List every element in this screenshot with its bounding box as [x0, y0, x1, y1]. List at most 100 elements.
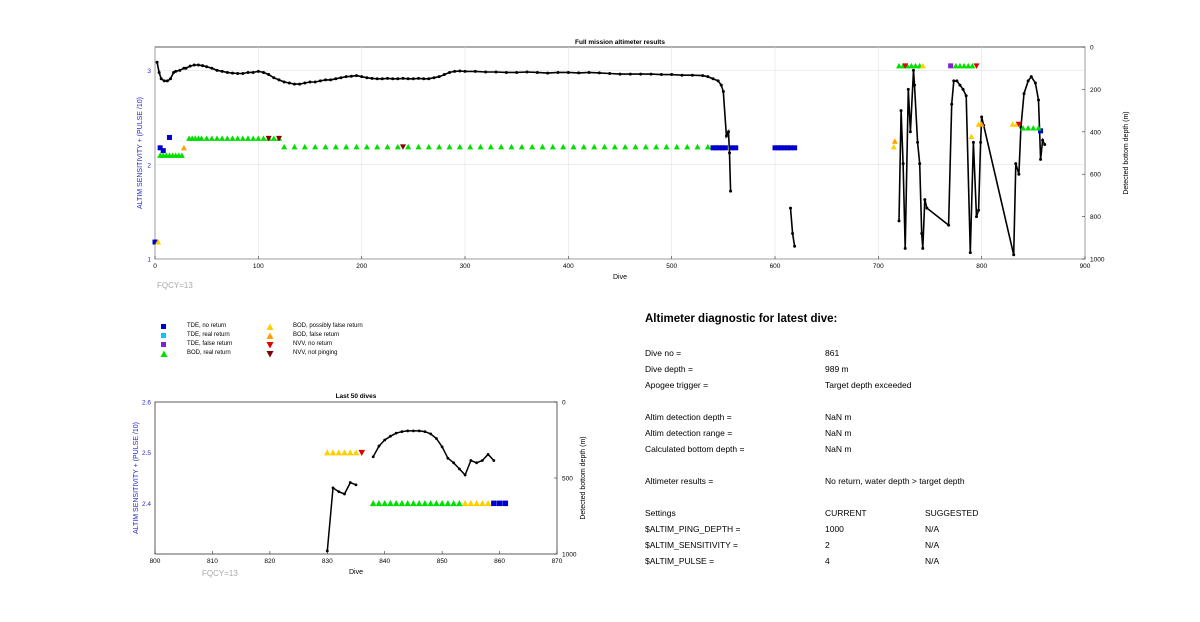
data-point — [919, 62, 926, 69]
data-point — [788, 145, 793, 151]
data-point — [961, 62, 968, 69]
data-point — [968, 133, 975, 140]
depth-point — [412, 429, 415, 433]
x-tick-label: 400 — [563, 263, 574, 270]
detect-depth-row: Altim detection depth = NaN m — [645, 409, 1165, 425]
depth-point — [370, 76, 374, 80]
depth-point — [324, 78, 327, 82]
depth-point — [318, 79, 322, 83]
depth-point — [389, 434, 392, 438]
depth-point — [401, 76, 405, 80]
legend-label: TDE, false return — [187, 341, 233, 347]
depth-point — [417, 429, 421, 433]
depth-point — [690, 73, 694, 77]
data-point — [369, 500, 377, 507]
ping-depth-current: 1000 — [825, 524, 844, 534]
depth-point — [920, 232, 924, 236]
data-point — [381, 500, 389, 507]
depth-point — [182, 66, 186, 70]
depth-point — [618, 72, 622, 76]
depth-point — [406, 429, 410, 433]
y-right-tick-label: 1000 — [562, 552, 577, 559]
data-point — [276, 135, 282, 142]
detect-range-label: Altim detection range = — [645, 428, 733, 438]
data-point — [415, 143, 422, 150]
legend-label: NVV, not pinging — [293, 350, 338, 356]
data-point — [446, 143, 453, 150]
depth-point — [921, 246, 925, 250]
depth-point — [400, 430, 404, 434]
data-point — [461, 500, 469, 507]
depth-point — [262, 70, 265, 74]
data-point — [467, 143, 474, 150]
settings-header-row: Settings CURRENT SUGGESTED — [645, 505, 1165, 521]
depth-point — [597, 71, 601, 75]
data-point — [716, 145, 722, 151]
sensitivity-current: 2 — [825, 540, 830, 550]
depth-point — [303, 81, 307, 85]
data-point — [208, 135, 215, 141]
depth-point — [343, 492, 346, 496]
depth-point — [791, 232, 795, 236]
y-right-tick-label: 400 — [1090, 129, 1101, 136]
data-point — [560, 143, 567, 150]
depth-point — [432, 76, 436, 80]
legend-label: BOD, possibly false return — [293, 323, 363, 329]
y-left-tick-label: 2.5 — [142, 450, 151, 457]
data-point — [255, 135, 262, 141]
data-point — [323, 449, 331, 456]
data-point — [312, 143, 319, 150]
depth-point — [236, 72, 240, 75]
data-point — [444, 500, 452, 507]
depth-point — [979, 140, 983, 144]
depth-point — [184, 66, 188, 70]
data-point — [425, 143, 432, 150]
depth-point — [975, 215, 978, 219]
x-tick-label: 100 — [253, 263, 264, 270]
data-point — [694, 143, 701, 150]
data-point — [260, 135, 267, 141]
pulse-label: $ALTIM_PULSE = — [645, 556, 715, 566]
last-50-dives-chart: 800 810 820 830 840 850 860 870 2.4 2.5 2.6 0 500 100… — [133, 393, 587, 578]
data-point — [358, 449, 366, 456]
sensitivity-label: $ALTIM_SENSITIVITY = — [645, 540, 738, 550]
dive-depth-row: Dive depth = 989 m — [645, 361, 1165, 377]
depth-point — [360, 75, 364, 79]
dive-depth-value: 989 m — [825, 364, 849, 374]
x-tick-label: 200 — [356, 263, 367, 270]
data-point — [1015, 121, 1022, 128]
depth-point — [789, 206, 792, 210]
bottom-y-left-label: ALTIM SENSITIVITY + (PULSE /10) — [133, 422, 140, 534]
pulse-row: $ALTIM_PULSE = 4 N/A — [645, 553, 1165, 569]
data-point — [781, 145, 787, 151]
data-point — [203, 135, 210, 141]
data-point — [178, 152, 185, 158]
depth-point — [1039, 157, 1043, 161]
x-tick-label: 900 — [1080, 263, 1091, 270]
results-label: Altimeter results = — [645, 476, 714, 486]
data-point — [392, 500, 400, 507]
bottom-footnote: FQCY=13 — [202, 569, 238, 578]
data-point — [335, 449, 343, 456]
depth-point — [339, 76, 343, 80]
depth-point — [267, 73, 271, 77]
data-point — [632, 143, 639, 150]
data-point — [456, 143, 463, 150]
data-point — [332, 143, 339, 150]
data-point — [473, 500, 480, 507]
data-point — [421, 500, 429, 507]
depth-point — [968, 251, 972, 255]
depth-point — [349, 74, 353, 78]
depth-point — [215, 68, 219, 72]
depth-point — [1017, 172, 1021, 176]
depth-point — [916, 140, 920, 144]
data-point — [601, 143, 608, 150]
depth-point — [1014, 162, 1018, 166]
depth-point — [246, 70, 250, 74]
depth-point — [337, 490, 341, 494]
top-y-left-label: ALTIM SENSITIVITY + (PULSE /10) — [137, 97, 144, 209]
depth-point — [241, 72, 245, 75]
data-point — [436, 143, 443, 150]
depth-point — [711, 77, 715, 81]
depth-point — [354, 483, 358, 487]
